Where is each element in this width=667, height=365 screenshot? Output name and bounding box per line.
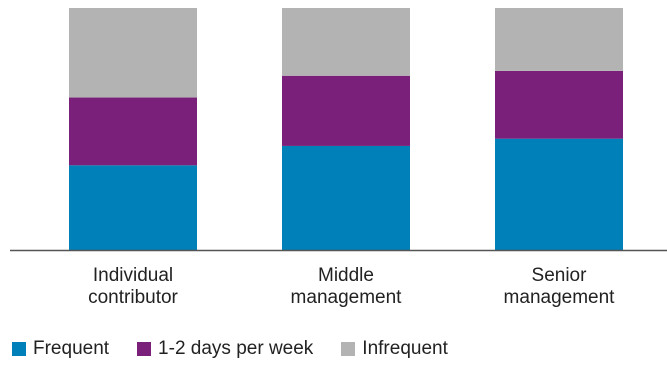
x-tick-label: Individual contributor (43, 265, 223, 309)
chart-legend: Frequent 1-2 days per week Infrequent (12, 338, 476, 360)
x-tick-label-line: Senior (531, 265, 587, 286)
legend-label: Infrequent (362, 338, 448, 359)
x-tick-label-line: Middle (318, 265, 374, 286)
x-tick-label-line: Individual (92, 265, 174, 286)
legend-swatch (137, 342, 152, 356)
bar-segment-3-1 (495, 138, 623, 250)
bar-segment-1-2 (69, 97, 197, 166)
legend-swatch (12, 342, 26, 356)
bar-segment-1-1 (69, 165, 197, 250)
legend-label: 1-2 days per week (158, 338, 314, 359)
x-tick-label-line: management (503, 287, 615, 308)
legend-item: Infrequent (341, 338, 448, 360)
x-tick-label-line: contributor (88, 287, 178, 308)
bar-segment-1-3 (69, 8, 197, 98)
legend-swatch (341, 342, 356, 356)
legend-label: Frequent (33, 338, 110, 359)
bar-segment-2-3 (282, 8, 410, 76)
legend-item: 1-2 days per week (137, 338, 313, 360)
x-tick-label: Senior management (469, 265, 649, 309)
bar-segment-3-2 (495, 70, 623, 139)
bar-segment-2-1 (282, 145, 410, 250)
bar-segment-3-3 (495, 8, 623, 71)
legend-item: Frequent (12, 338, 109, 360)
x-tick-label-line: management (290, 287, 402, 308)
x-tick-label: Middle management (256, 265, 436, 309)
bar-segment-2-2 (282, 75, 410, 146)
